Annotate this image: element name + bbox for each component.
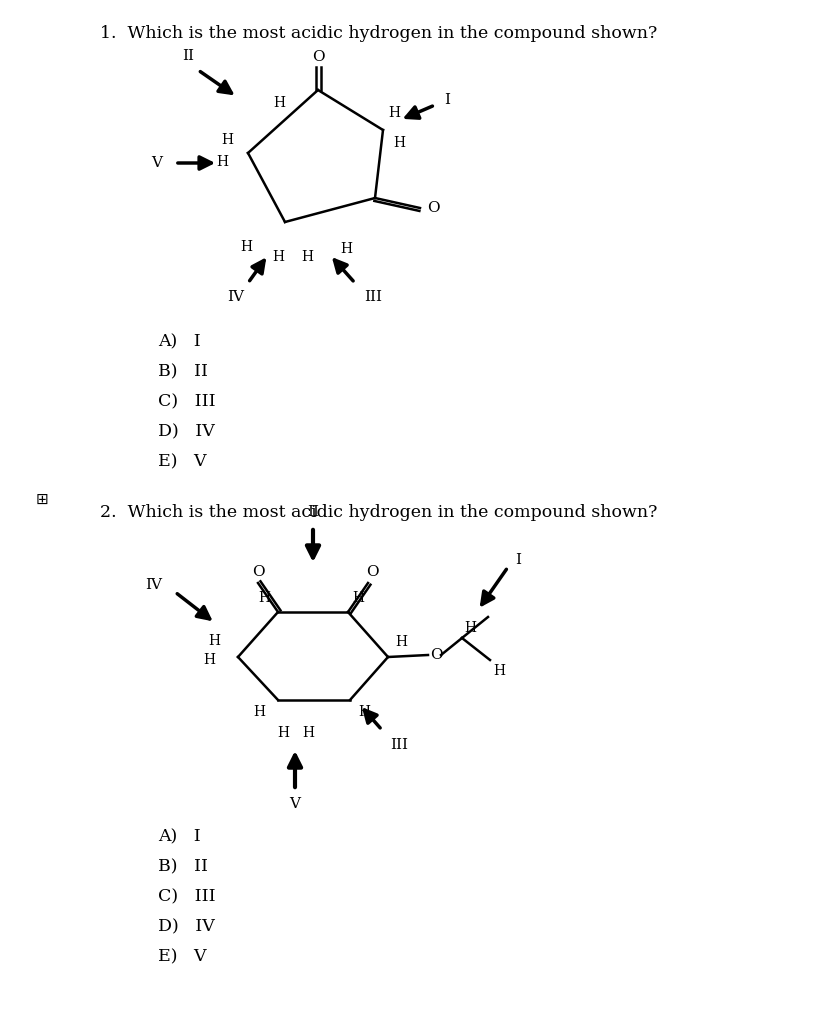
- Text: H: H: [208, 634, 220, 648]
- Text: O: O: [430, 648, 442, 662]
- Text: 2.  Which is the most acidic hydrogen in the compound shown?: 2. Which is the most acidic hydrogen in …: [100, 504, 657, 521]
- Text: H: H: [253, 705, 265, 719]
- Text: H: H: [395, 635, 407, 649]
- Text: V: V: [151, 156, 162, 170]
- Text: V: V: [289, 797, 301, 811]
- Text: I: I: [444, 93, 450, 106]
- Text: IV: IV: [145, 578, 162, 592]
- Text: E)   V: E) V: [158, 948, 206, 965]
- Text: O: O: [365, 565, 378, 579]
- Text: O: O: [312, 50, 324, 63]
- Text: H: H: [301, 250, 313, 264]
- Text: D)   IV: D) IV: [158, 918, 215, 935]
- Text: IV: IV: [227, 290, 245, 304]
- Text: H: H: [272, 250, 284, 264]
- Text: 1.  Which is the most acidic hydrogen in the compound shown?: 1. Which is the most acidic hydrogen in …: [100, 25, 657, 42]
- Text: H: H: [393, 136, 405, 150]
- Text: O: O: [251, 565, 264, 579]
- Text: E)   V: E) V: [158, 453, 206, 470]
- Text: A)   I: A) I: [158, 333, 201, 350]
- Text: C)   III: C) III: [158, 393, 215, 410]
- Text: H: H: [221, 133, 233, 147]
- Text: O: O: [427, 201, 440, 215]
- Text: H: H: [277, 726, 289, 740]
- Text: H: H: [273, 96, 285, 110]
- Text: H: H: [388, 106, 400, 120]
- Text: I: I: [515, 553, 521, 567]
- Text: III: III: [364, 290, 382, 304]
- Text: B)   II: B) II: [158, 858, 208, 874]
- Text: H: H: [203, 653, 215, 667]
- Text: H: H: [352, 591, 364, 605]
- Text: III: III: [390, 738, 408, 752]
- Text: B)   II: B) II: [158, 362, 208, 380]
- Text: H: H: [340, 242, 352, 256]
- Text: II: II: [182, 49, 194, 63]
- Text: H: H: [493, 664, 505, 678]
- Text: A)   I: A) I: [158, 828, 201, 845]
- Text: II: II: [307, 505, 319, 519]
- Text: C)   III: C) III: [158, 888, 215, 905]
- Text: H: H: [240, 240, 252, 254]
- Text: H: H: [302, 726, 314, 740]
- Text: H: H: [358, 705, 370, 719]
- Text: H: H: [464, 621, 476, 635]
- Text: ⊞: ⊞: [36, 492, 49, 507]
- Text: H: H: [216, 155, 228, 169]
- Text: H: H: [258, 591, 270, 605]
- Text: D)   IV: D) IV: [158, 423, 215, 440]
